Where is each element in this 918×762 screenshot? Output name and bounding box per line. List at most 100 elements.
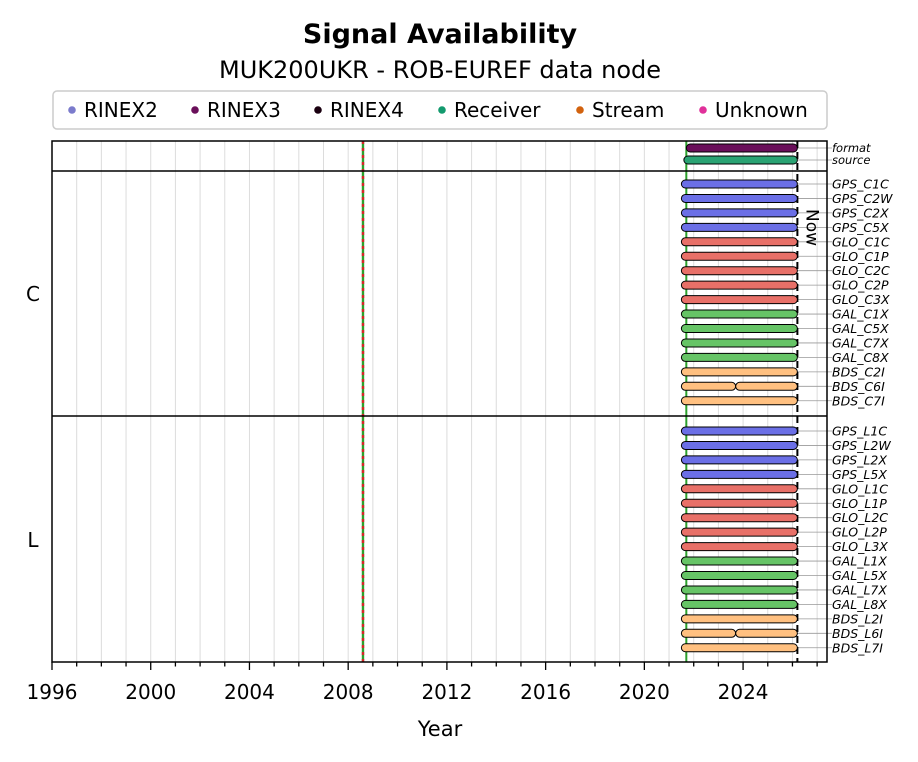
bar-bds-c2i — [680, 367, 798, 377]
bar-bds-c7i — [680, 396, 798, 406]
legend-label-stream: Stream — [592, 98, 664, 122]
signal-label-gal-c1x: GAL_C1X — [832, 307, 889, 322]
meta-label-source: source — [832, 153, 870, 167]
bar-bds-l7i — [680, 643, 798, 653]
x-tick-label-2000: 2000 — [125, 680, 176, 704]
signal-label-bds-c6i: BDS_C6I — [832, 379, 885, 394]
signal-label-glo-c1p: GLO_C1P — [832, 249, 889, 264]
signal-label-glo-l2p: GLO_L2P — [832, 525, 887, 540]
legend-marker-receiver — [438, 106, 446, 114]
chart-title: Signal Availability — [303, 19, 578, 50]
signal-label-gps-c2w: GPS_C2W — [832, 191, 893, 206]
bar-gal-c7x — [680, 338, 798, 348]
signal-label-glo-l1p: GLO_L1P — [832, 496, 887, 511]
signal-label-gps-l2w: GPS_L2W — [832, 438, 891, 453]
bar-gps-l2x — [680, 455, 798, 465]
bar-gps-l5x — [680, 469, 798, 479]
bar-gps-c1c — [680, 179, 798, 189]
signal-label-glo-l1c: GLO_L1C — [832, 481, 888, 496]
bar-glo-c2p — [680, 280, 798, 290]
signal-label-glo-l3x: GLO_L3X — [832, 539, 888, 554]
signal-label-gal-l1x: GAL_L1X — [832, 554, 887, 569]
x-tick-label-2008: 2008 — [323, 680, 374, 704]
bar-gps-l2w — [680, 440, 798, 450]
bar-gal-c1x — [680, 309, 798, 319]
bar-bds-l6i-seg2 — [735, 628, 798, 638]
legend-label-rinex2: RINEX2 — [84, 98, 158, 122]
bar-bds-l6i-seg1 — [680, 628, 737, 638]
signal-bars — [680, 143, 798, 653]
bar-glo-l1p — [680, 498, 798, 508]
signal-label-gps-c1c: GPS_C1C — [832, 177, 889, 192]
signal-label-glo-c2p: GLO_C2P — [832, 278, 889, 293]
signal-label-gal-c8x: GAL_C8X — [832, 350, 889, 365]
bar-gal-c8x — [680, 352, 798, 362]
bar-glo-l2c — [680, 513, 798, 523]
x-tick-label-2020: 2020 — [619, 680, 670, 704]
bar-gps-c2w — [680, 193, 798, 203]
signal-label-glo-c2c: GLO_C2C — [832, 263, 890, 278]
legend-marker-rinex3 — [191, 106, 199, 114]
bar-glo-c1p — [680, 251, 798, 261]
signal-label-glo-c1c: GLO_C1C — [832, 234, 890, 249]
signal-label-gal-l7x: GAL_L7X — [832, 582, 887, 597]
x-tick-label-2012: 2012 — [421, 680, 472, 704]
bar-gal-c5x — [680, 324, 798, 333]
legend-marker-stream — [576, 106, 584, 114]
bar-gal-l8x — [680, 599, 798, 609]
signal-label-gps-l5x: GPS_L5X — [832, 467, 887, 482]
signal-label-gps-l2x: GPS_L2X — [832, 452, 887, 467]
x-tick-label-1996: 1996 — [27, 680, 78, 704]
x-tick-label-2024: 2024 — [718, 680, 769, 704]
bar-bds-l2i — [680, 614, 798, 624]
bar-bds-c6i-seg1 — [680, 381, 737, 391]
signal-label-gps-l1c: GPS_L1C — [832, 424, 887, 439]
signal-label-bds-c2i: BDS_C2I — [832, 364, 885, 379]
signal-label-gps-c5x: GPS_C5X — [832, 220, 889, 235]
bar-gps-l1c — [680, 426, 798, 436]
signal-label-gps-c2x: GPS_C2X — [832, 205, 889, 220]
x-tick-label-2016: 2016 — [520, 680, 571, 704]
bar-gal-l7x — [680, 585, 798, 595]
meta-label-format: format — [832, 141, 871, 155]
x-tick-label-2004: 2004 — [224, 680, 275, 704]
bar-glo-c1c — [680, 237, 798, 247]
group-label-c: C — [26, 282, 40, 306]
bar-gal-l1x — [680, 556, 798, 566]
legend-label-rinex4: RINEX4 — [330, 98, 404, 122]
bar-glo-c3x — [680, 295, 798, 305]
bar-format — [685, 143, 798, 153]
x-axis: 1996 2000 2004 2008 2012 2016 2020 2024 — [27, 662, 818, 704]
bar-glo-l2p — [680, 527, 798, 537]
signal-label-gal-l5x: GAL_L5X — [832, 568, 887, 583]
signal-label-bds-l6i: BDS_L6I — [832, 626, 883, 641]
signal-label-glo-l2c: GLO_L2C — [832, 510, 888, 525]
now-label: Now — [801, 209, 821, 246]
legend-marker-unknown — [699, 106, 707, 114]
signal-label-bds-c7i: BDS_C7I — [832, 393, 885, 408]
signal-label-gal-c7x: GAL_C7X — [832, 335, 889, 350]
bar-bds-c6i-seg2 — [735, 381, 798, 391]
legend-marker-rinex4 — [314, 106, 322, 114]
group-label-l: L — [27, 528, 39, 552]
signal-label-bds-l2i: BDS_L2I — [832, 611, 883, 626]
x-axis-label: Year — [417, 717, 463, 741]
bar-glo-l3x — [680, 542, 798, 552]
signal-label-gal-l8x: GAL_L8X — [832, 597, 887, 612]
bar-gps-c5x — [680, 222, 798, 232]
bar-source — [683, 155, 798, 165]
legend-label-unknown: Unknown — [715, 98, 808, 122]
plot-frame — [51, 140, 828, 663]
legend-label-receiver: Receiver — [454, 98, 541, 122]
legend-marker-rinex2 — [68, 106, 76, 114]
signal-label-glo-c3x: GLO_C3X — [832, 292, 890, 307]
signal-label-bds-l7i: BDS_L7I — [832, 640, 883, 655]
bar-gal-l5x — [680, 571, 798, 580]
bar-gps-c2x — [680, 208, 798, 218]
signal-label-gal-c5x: GAL_C5X — [832, 321, 889, 336]
bar-glo-l1c — [680, 484, 798, 494]
legend: RINEX2 RINEX3 RINEX4 Receiver Stream Unknown — [52, 90, 828, 130]
axes-frame — [51, 140, 828, 663]
